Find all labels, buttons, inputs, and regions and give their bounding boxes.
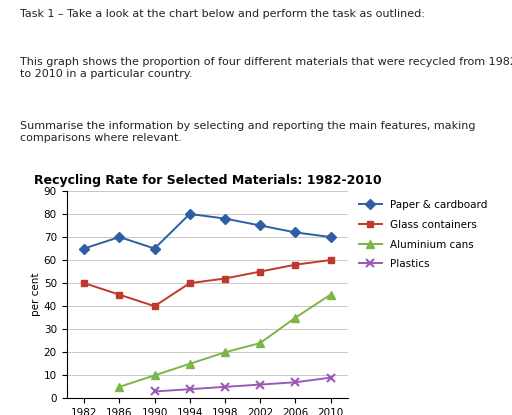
Paper & cardboard xyxy=(292,230,298,235)
Y-axis label: per cent: per cent xyxy=(31,273,41,316)
Text: Task 1 – Take a look at the chart below and perform the task as outlined:: Task 1 – Take a look at the chart below … xyxy=(20,9,425,19)
Glass containers xyxy=(116,292,122,297)
Paper & cardboard xyxy=(187,212,193,217)
Line: Glass containers: Glass containers xyxy=(81,256,334,310)
Plastics xyxy=(328,375,334,380)
Paper & cardboard xyxy=(81,246,87,251)
Line: Paper & cardboard: Paper & cardboard xyxy=(81,210,334,252)
Glass containers xyxy=(81,281,87,286)
Legend: Paper & cardboard, Glass containers, Aluminium cans, Plastics: Paper & cardboard, Glass containers, Alu… xyxy=(359,200,487,269)
Paper & cardboard xyxy=(257,223,263,228)
Text: This graph shows the proportion of four different materials that were recycled f: This graph shows the proportion of four … xyxy=(20,57,512,79)
Plastics xyxy=(257,382,263,387)
Paper & cardboard xyxy=(222,216,228,221)
Aluminium cans xyxy=(257,341,263,346)
Paper & cardboard xyxy=(116,234,122,239)
Glass containers xyxy=(152,304,158,309)
Glass containers xyxy=(187,281,193,286)
Aluminium cans xyxy=(292,315,298,320)
Line: Aluminium cans: Aluminium cans xyxy=(115,290,335,391)
Aluminium cans xyxy=(328,292,334,297)
Glass containers xyxy=(257,269,263,274)
Paper & cardboard xyxy=(152,246,158,251)
Plastics xyxy=(292,380,298,385)
Line: Plastics: Plastics xyxy=(151,374,335,395)
Title: Recycling Rate for Selected Materials: 1982-2010: Recycling Rate for Selected Materials: 1… xyxy=(34,174,381,187)
Aluminium cans xyxy=(152,373,158,378)
Glass containers xyxy=(292,262,298,267)
Aluminium cans xyxy=(187,361,193,366)
Aluminium cans xyxy=(116,384,122,389)
Glass containers xyxy=(222,276,228,281)
Plastics xyxy=(152,389,158,394)
Paper & cardboard xyxy=(328,234,334,239)
Plastics xyxy=(187,387,193,392)
Text: Summarise the information by selecting and reporting the main features, making
c: Summarise the information by selecting a… xyxy=(20,121,476,143)
Glass containers xyxy=(328,258,334,263)
Aluminium cans xyxy=(222,350,228,355)
Plastics xyxy=(222,384,228,389)
